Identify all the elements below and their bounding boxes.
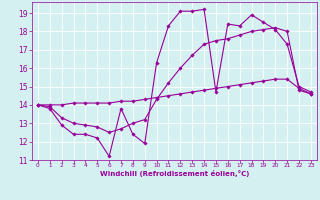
X-axis label: Windchill (Refroidissement éolien,°C): Windchill (Refroidissement éolien,°C)	[100, 170, 249, 177]
